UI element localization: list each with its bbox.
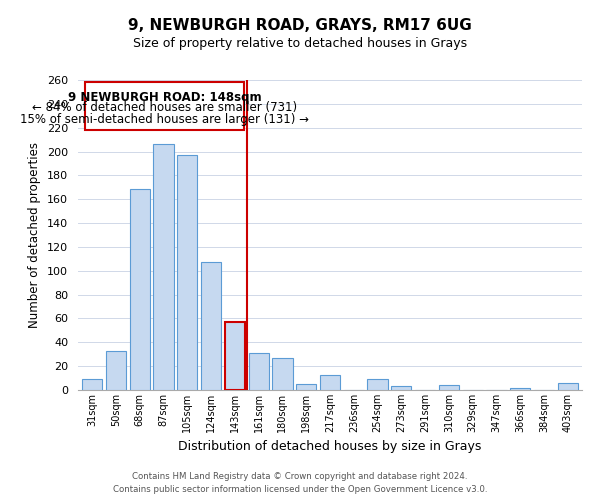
Bar: [106, 350, 126, 390]
FancyBboxPatch shape: [85, 82, 244, 130]
Bar: [510, 388, 530, 390]
Bar: [130, 188, 150, 390]
Bar: [367, 380, 388, 390]
Text: Contains public sector information licensed under the Open Government Licence v3: Contains public sector information licen…: [113, 484, 487, 494]
Bar: [557, 383, 578, 390]
Bar: [296, 384, 316, 390]
Y-axis label: Number of detached properties: Number of detached properties: [28, 142, 41, 328]
Bar: [272, 358, 293, 390]
Text: Size of property relative to detached houses in Grays: Size of property relative to detached ho…: [133, 38, 467, 51]
Bar: [201, 262, 221, 390]
Bar: [320, 374, 340, 390]
Text: 15% of semi-detached houses are larger (131) →: 15% of semi-detached houses are larger (…: [20, 114, 309, 126]
Text: 9 NEWBURGH ROAD: 148sqm: 9 NEWBURGH ROAD: 148sqm: [68, 90, 262, 104]
Bar: [82, 380, 103, 390]
Bar: [177, 155, 197, 390]
Bar: [225, 322, 245, 390]
Bar: [439, 385, 459, 390]
Text: 9, NEWBURGH ROAD, GRAYS, RM17 6UG: 9, NEWBURGH ROAD, GRAYS, RM17 6UG: [128, 18, 472, 32]
Text: Contains HM Land Registry data © Crown copyright and database right 2024.: Contains HM Land Registry data © Crown c…: [132, 472, 468, 481]
Bar: [154, 144, 173, 390]
X-axis label: Distribution of detached houses by size in Grays: Distribution of detached houses by size …: [178, 440, 482, 454]
Bar: [248, 353, 269, 390]
Text: ← 84% of detached houses are smaller (731): ← 84% of detached houses are smaller (73…: [32, 102, 298, 114]
Bar: [391, 386, 412, 390]
